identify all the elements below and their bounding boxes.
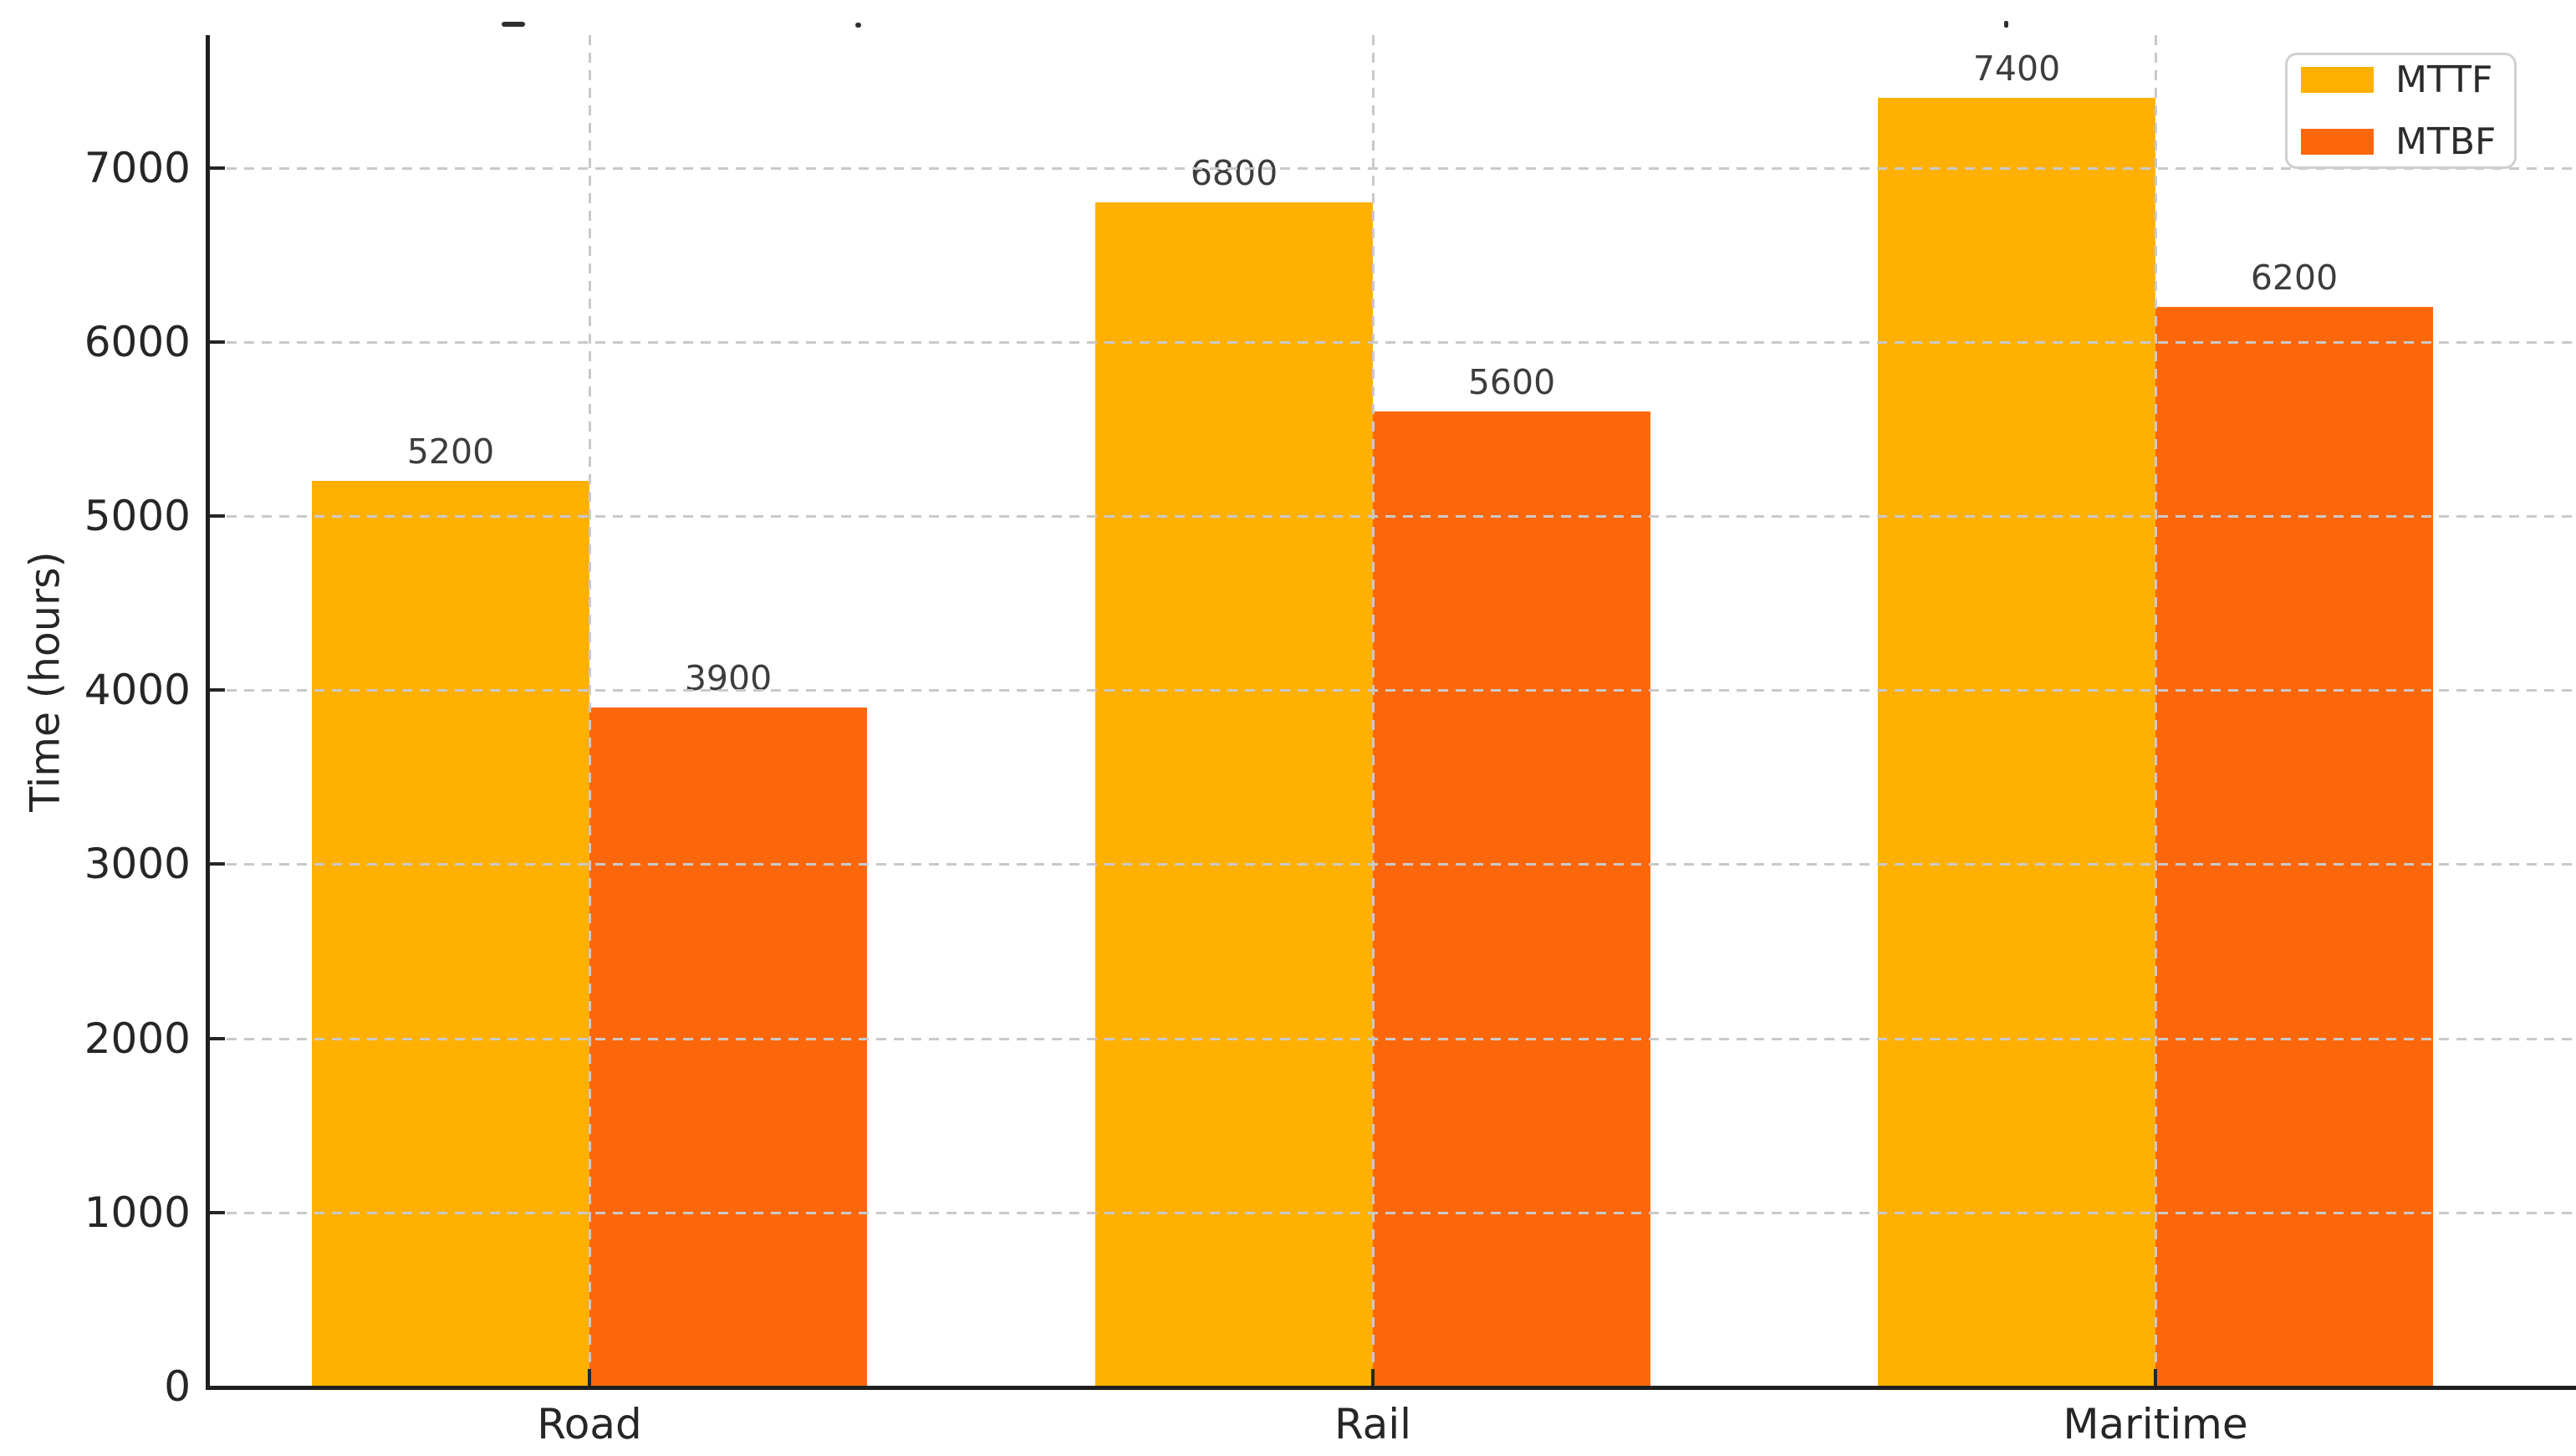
h-gridline-6000 bbox=[209, 340, 2576, 344]
legend-item-mtbf: MTBF bbox=[2301, 120, 2506, 163]
y-tick-mark-7000 bbox=[210, 166, 225, 170]
bar-maritime-mtbf bbox=[2155, 307, 2433, 1387]
bar-value-label-maritime-mtbf: 6200 bbox=[2250, 258, 2339, 299]
v-gridline-maritime bbox=[2155, 35, 2157, 1385]
y-tick-mark-4000 bbox=[210, 688, 225, 692]
mttf-color-swatch bbox=[2301, 67, 2374, 93]
bar-maritime-mttf bbox=[1878, 98, 2155, 1387]
x-tick-label-road: Road bbox=[537, 1400, 642, 1448]
y-tick-label-4000: 4000 bbox=[84, 666, 191, 715]
h-gridline-4000 bbox=[209, 689, 2576, 692]
y-tick-mark-2000 bbox=[210, 1036, 225, 1040]
x-axis-line bbox=[206, 1386, 2576, 1390]
v-gridline-rail bbox=[1372, 35, 1375, 1385]
bar-value-label-rail-mttf: 6800 bbox=[1190, 153, 1278, 194]
y-tick-label-0: 0 bbox=[164, 1362, 191, 1411]
bar-value-label-maritime-mttf: 7400 bbox=[1972, 49, 2061, 89]
legend-item-mttf: MTTF bbox=[2301, 58, 2506, 101]
bar-rail-mtbf bbox=[1373, 411, 1650, 1387]
y-tick-label-6000: 6000 bbox=[84, 317, 191, 366]
h-gridline-5000 bbox=[209, 515, 2576, 519]
v-gridline-road bbox=[589, 35, 591, 1385]
legend-label-mttf: MTTF bbox=[2395, 58, 2493, 101]
bar-value-label-road-mttf: 5200 bbox=[406, 432, 495, 473]
x-tick-label-maritime: Maritime bbox=[2063, 1400, 2248, 1448]
x-tick-label-rail: Rail bbox=[1334, 1400, 1412, 1448]
y-tick-mark-1000 bbox=[210, 1210, 225, 1214]
cropped-title-fragment bbox=[2004, 21, 2008, 28]
cropped-title-fragment bbox=[855, 23, 861, 28]
h-gridline-2000 bbox=[209, 1037, 2576, 1040]
y-axis-line bbox=[206, 35, 210, 1390]
y-tick-label-1000: 1000 bbox=[84, 1188, 191, 1237]
h-gridline-3000 bbox=[209, 863, 2576, 866]
h-gridline-1000 bbox=[209, 1211, 2576, 1214]
bar-road-mtbf bbox=[589, 708, 867, 1387]
y-tick-label-5000: 5000 bbox=[84, 492, 191, 541]
cropped-title-fragment bbox=[502, 22, 525, 27]
bar-value-label-rail-mtbf: 5600 bbox=[1467, 362, 1556, 403]
bar-road-mttf bbox=[312, 481, 589, 1387]
y-tick-label-2000: 2000 bbox=[84, 1014, 191, 1063]
y-tick-mark-3000 bbox=[210, 862, 225, 866]
bar-rail-mttf bbox=[1095, 202, 1373, 1387]
x-tick-mark-road bbox=[588, 1369, 591, 1386]
y-tick-mark-6000 bbox=[210, 340, 225, 344]
y-tick-label-7000: 7000 bbox=[84, 143, 191, 192]
y-tick-mark-5000 bbox=[210, 514, 225, 519]
mtbf-color-swatch bbox=[2301, 129, 2374, 155]
legend-label-mtbf: MTBF bbox=[2395, 120, 2497, 163]
x-tick-mark-maritime bbox=[2154, 1369, 2157, 1386]
legend: MTTF MTBF bbox=[2285, 53, 2517, 169]
y-tick-label-3000: 3000 bbox=[84, 840, 191, 889]
x-tick-mark-rail bbox=[1371, 1369, 1375, 1386]
h-gridline-7000 bbox=[209, 166, 2576, 170]
